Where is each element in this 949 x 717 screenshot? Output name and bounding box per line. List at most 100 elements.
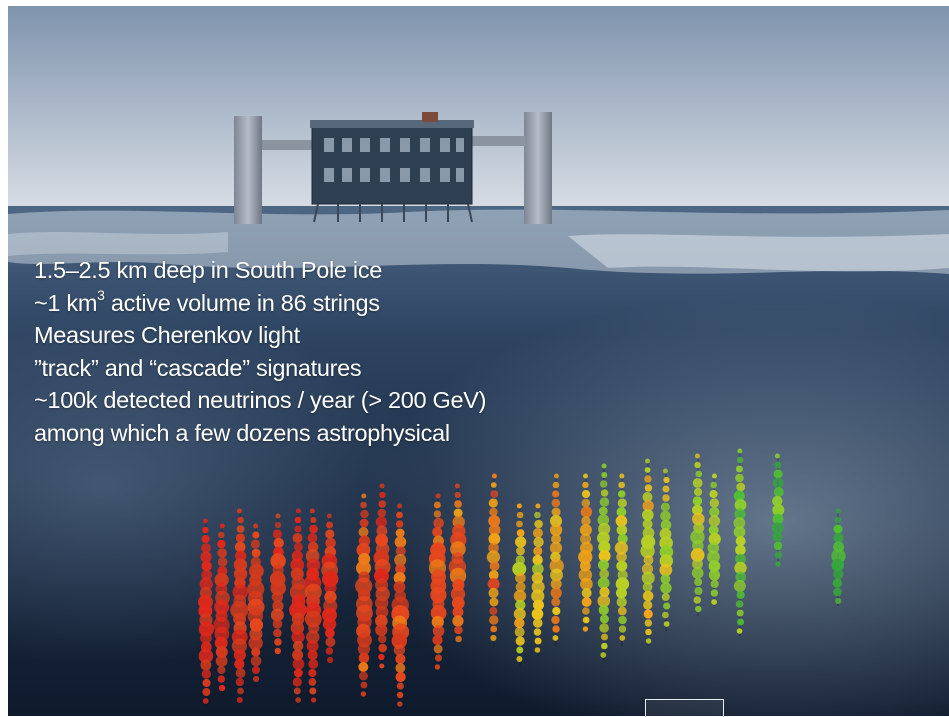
event-string	[230, 508, 249, 706]
dom-hit	[235, 533, 246, 543]
dom-hit	[396, 511, 403, 519]
dom-hit	[214, 636, 228, 650]
dom-hit	[535, 503, 541, 509]
dom-hit	[379, 483, 385, 489]
dom-hit	[236, 508, 242, 514]
dom-hit	[236, 697, 243, 703]
dom-hit	[692, 512, 705, 526]
dom-hit	[294, 516, 302, 524]
dom-hit	[617, 569, 628, 581]
dom-hit	[326, 513, 332, 519]
dom-hit	[598, 604, 609, 616]
dom-hit	[663, 602, 671, 610]
dom-hit	[772, 513, 784, 525]
dom-hit	[231, 638, 247, 654]
dom-hit	[552, 635, 559, 641]
dom-hit	[662, 468, 668, 474]
dom-hit	[200, 659, 212, 671]
event-string	[197, 518, 214, 706]
dom-hit	[692, 496, 703, 506]
dom-hit	[695, 605, 702, 613]
dom-hit	[378, 653, 385, 661]
dom-hit	[616, 524, 628, 536]
dom-hit	[304, 610, 322, 628]
event-string	[304, 508, 322, 703]
dom-hit	[294, 525, 302, 533]
dom-hit	[253, 523, 259, 529]
dom-hit	[430, 586, 447, 604]
dom-hit	[513, 589, 527, 603]
event-string	[690, 453, 705, 616]
dom-hit	[309, 524, 318, 534]
dom-hit	[773, 541, 783, 551]
dom-hit	[379, 663, 385, 669]
dom-hit	[490, 490, 499, 498]
dom-hit	[306, 640, 319, 652]
dom-hit	[690, 548, 705, 562]
dom-hit	[533, 536, 544, 548]
dom-hit	[553, 473, 559, 479]
dom-hit	[772, 495, 783, 507]
dom-hit	[488, 515, 501, 527]
dom-hit	[733, 580, 746, 592]
neutrino-event-display	[197, 448, 846, 707]
dom-hit	[735, 536, 746, 546]
dom-hit	[251, 548, 261, 558]
connector-left	[262, 140, 314, 150]
dom-hit	[733, 490, 745, 502]
dom-hit	[619, 635, 626, 641]
dom-hit	[397, 701, 403, 707]
dom-hit	[694, 586, 703, 596]
dom-hit	[694, 461, 701, 469]
dom-hit	[643, 600, 653, 610]
dom-hit	[645, 628, 652, 636]
dom-hit	[707, 550, 720, 564]
dom-hit	[709, 506, 720, 518]
dom-hit	[454, 500, 462, 508]
dom-hit	[642, 509, 654, 521]
dom-hit	[215, 655, 228, 667]
dom-hit	[618, 481, 625, 489]
dom-hit	[449, 567, 467, 585]
dom-hit	[250, 539, 260, 549]
dom-hit	[644, 467, 651, 473]
dom-hit	[833, 587, 842, 597]
dom-hit	[395, 671, 406, 683]
lab-roof-box	[422, 112, 438, 122]
event-string	[428, 493, 447, 671]
dom-hit	[292, 640, 304, 652]
dom-hit	[433, 510, 442, 518]
dom-hit	[311, 697, 317, 703]
dom-hit	[599, 497, 610, 507]
dom-hit	[325, 637, 336, 647]
dom-hit	[489, 561, 500, 571]
dom-hit	[325, 647, 334, 655]
dom-hit	[292, 533, 303, 543]
bullet-cherenkov: Measures Cherenkov light	[34, 322, 300, 348]
event-string	[512, 503, 527, 666]
dom-hit	[708, 525, 719, 535]
dom-hit	[644, 475, 652, 483]
dom-hit	[454, 491, 461, 499]
dom-hit	[290, 558, 305, 572]
dom-hit	[601, 463, 607, 469]
dom-hit	[201, 569, 213, 581]
event-string	[269, 513, 287, 656]
dom-hit	[615, 515, 628, 527]
dom-hit	[356, 560, 372, 576]
dom-hit	[599, 623, 609, 633]
dom-hit	[516, 656, 523, 662]
dom-hit	[375, 614, 388, 628]
dom-hit	[215, 646, 228, 658]
dom-hit	[733, 526, 746, 538]
dom-hit	[291, 630, 305, 644]
dom-hit	[582, 607, 590, 615]
dom-hit	[377, 508, 387, 518]
dom-hit	[708, 569, 721, 581]
dom-hit	[692, 504, 703, 516]
dom-hit	[202, 698, 209, 704]
dom-hit	[327, 656, 334, 664]
dom-hit	[292, 649, 304, 661]
dom-hit	[359, 518, 369, 528]
dom-hit	[601, 642, 608, 650]
